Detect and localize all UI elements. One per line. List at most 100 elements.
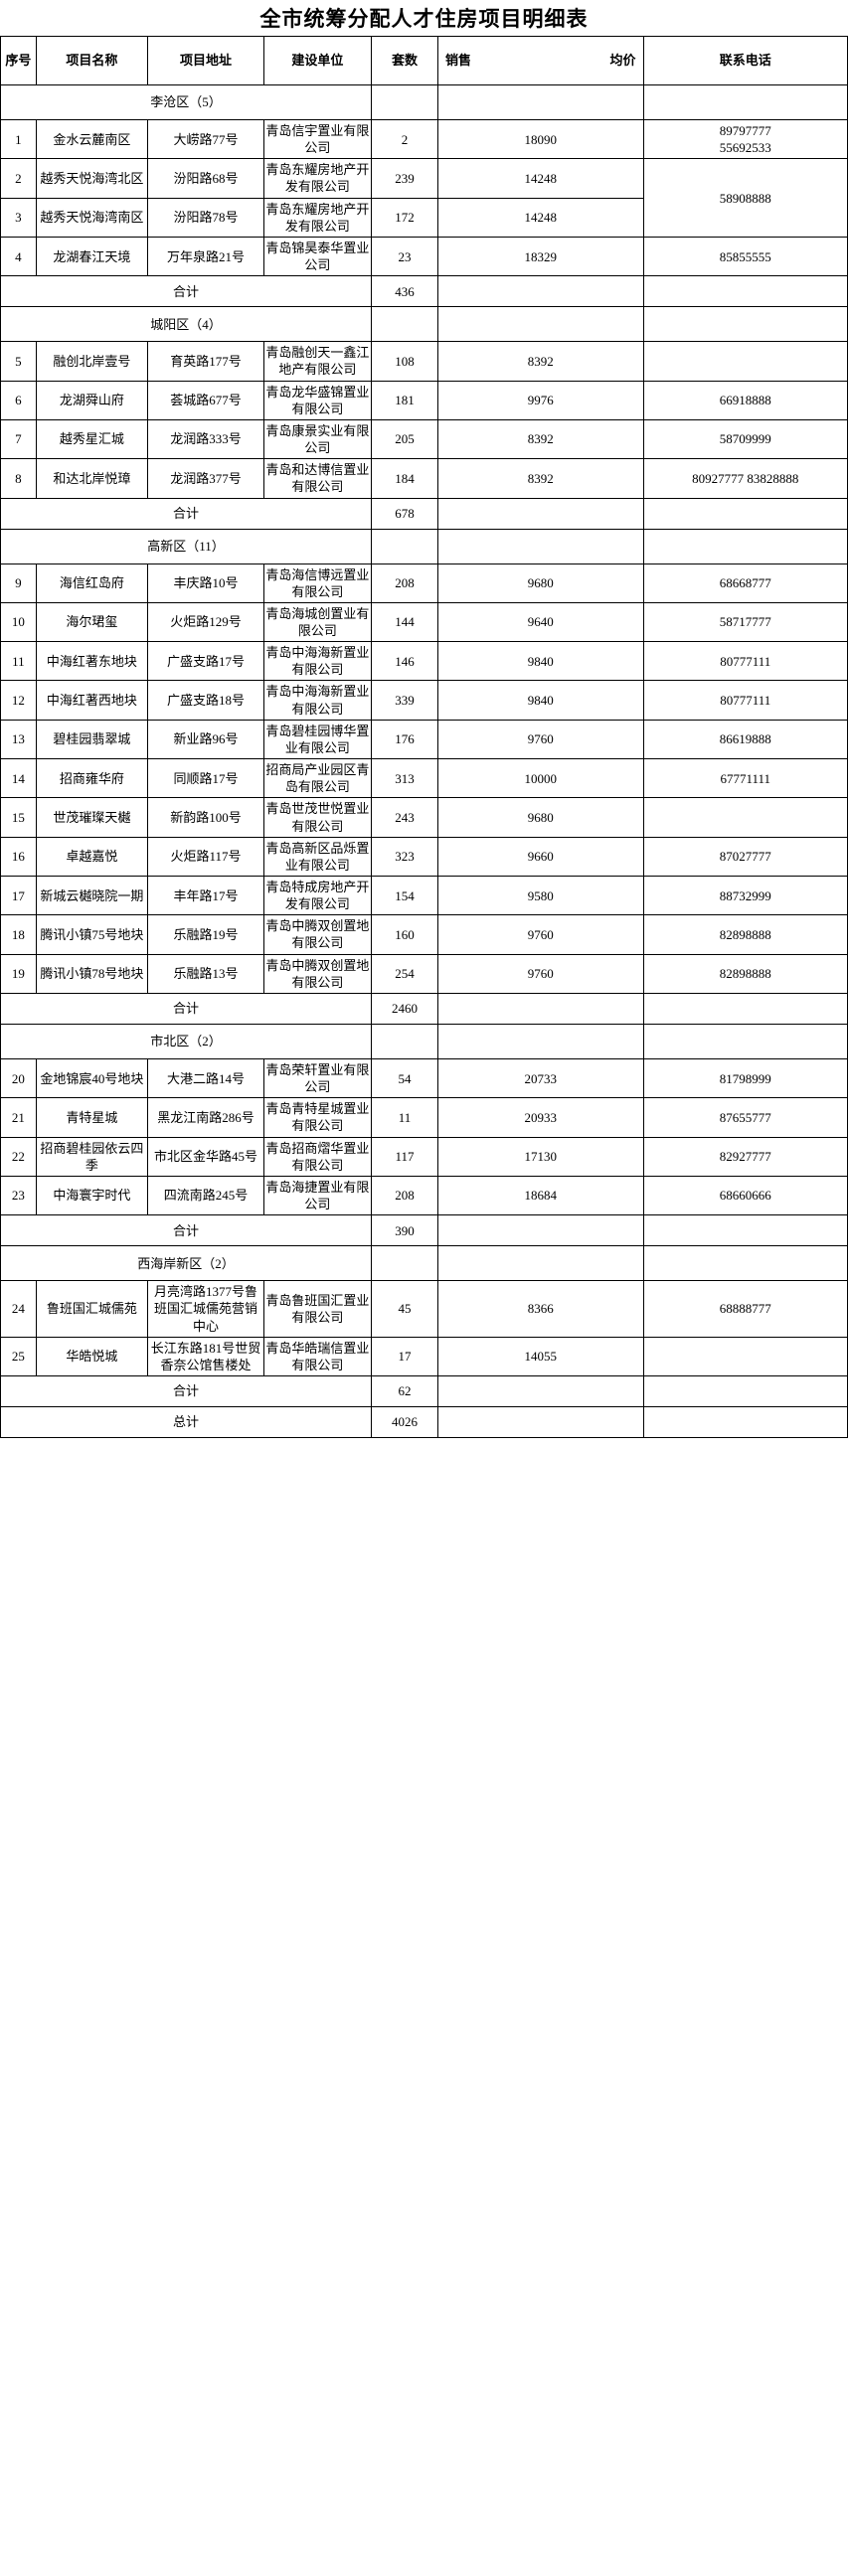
subtotal-row: 合计 436: [0, 275, 848, 308]
cell-units: 243: [370, 797, 439, 838]
cell-phone: 67771111: [642, 758, 848, 799]
table-row: 8 和达北岸悦璋 龙润路377号 青岛和达博信置业有限公司 184 8392 8092777…: [0, 458, 848, 499]
cell-project-address: 市北区金华路45号: [147, 1136, 264, 1177]
district-price-blank: [437, 1245, 644, 1282]
district-price-blank: [437, 1023, 644, 1059]
cell-project-address: 大崂路77号: [147, 118, 264, 160]
cell-index: 14: [0, 758, 37, 799]
cell-project-name: 招商雍华府: [35, 758, 149, 799]
cell-project-name: 青特星城: [35, 1097, 149, 1138]
cell-developer: 青岛融创天一鑫江地产有限公司: [262, 341, 372, 382]
cell-project-address: 乐融路13号: [147, 953, 264, 994]
cell-project-address: 万年泉路21号: [147, 236, 264, 277]
district-units-blank: [370, 1023, 439, 1059]
cell-project-name: 金地锦宸40号地块: [35, 1057, 149, 1099]
subtotal-units: 62: [370, 1374, 439, 1407]
cell-average-price: 9840: [437, 641, 644, 682]
cell-project-name: 卓越嘉悦: [35, 836, 149, 878]
cell-average-price: 14055: [437, 1336, 644, 1376]
cell-project-address: 汾阳路68号: [147, 158, 264, 199]
cell-developer: 招商局产业园区青岛有限公司: [262, 758, 372, 799]
cell-units: 45: [370, 1280, 439, 1338]
table-row: 10 海尔珺玺 火炬路129号 青岛海城创置业有限公司 144 9640 58717777: [0, 601, 848, 643]
subtotal-label: 合计: [0, 992, 372, 1025]
table-row: 25 华皓悦城 长江东路181号世贸香奈公馆售楼处 青岛华皓瑞信置业有限公司 17 140…: [0, 1336, 848, 1376]
cell-index: 4: [0, 236, 37, 277]
column-header-developer: 建设单位: [262, 36, 372, 85]
cell-average-price: 9840: [437, 680, 644, 721]
subtotal-label: 合计: [0, 1374, 372, 1407]
table-row: 17 新城云樾晓院一期 丰年路17号 青岛特成房地产开发有限公司 154 9580 8873…: [0, 875, 848, 916]
cell-index: 5: [0, 341, 37, 382]
subtotal-phone-blank: [642, 497, 848, 530]
cell-project-address: 育英路177号: [147, 341, 264, 382]
district-label: 高新区（11）: [0, 528, 372, 564]
cell-index: 2: [0, 158, 37, 199]
district-row: 城阳区（4）: [0, 306, 848, 343]
cell-index: 25: [0, 1336, 37, 1376]
cell-units: 176: [370, 719, 439, 760]
cell-average-price: 18684: [437, 1175, 644, 1216]
cell-index: 22: [0, 1136, 37, 1177]
cell-project-address: 月亮湾路1377号鲁班国汇城儒苑营销中心: [147, 1280, 264, 1338]
cell-project-name: 海尔珺玺: [35, 601, 149, 643]
cell-developer: 青岛碧桂园博华置业有限公司: [262, 719, 372, 760]
cell-units: 172: [370, 197, 439, 238]
column-header-price-right: 均价: [609, 53, 636, 69]
cell-project-name: 越秀天悦海湾南区: [35, 197, 149, 238]
cell-developer: 青岛招商熠华置业有限公司: [262, 1136, 372, 1177]
table-body: 李沧区（5） 1 金水云麓南区 大崂路77号 青岛信宇置业有限公司 2 18090 89797…: [0, 84, 848, 1438]
table-row: 16 卓越嘉悦 火炬路117号 青岛高新区品烁置业有限公司 323 9660 8702777…: [0, 836, 848, 878]
grand-total-price-blank: [437, 1405, 644, 1438]
cell-average-price: 18329: [437, 236, 644, 277]
cell-project-address: 大港二路14号: [147, 1057, 264, 1099]
district-label: 城阳区（4）: [0, 306, 372, 343]
subtotal-units: 390: [370, 1214, 439, 1247]
district-phone-blank: [642, 306, 848, 343]
cell-developer: 青岛东耀房地产开发有限公司: [262, 158, 372, 199]
cell-index: 9: [0, 563, 37, 603]
cell-average-price: 9680: [437, 797, 644, 838]
table-row: 19 腾讯小镇78号地块 乐融路13号 青岛中腾双创置地有限公司 254 9760 8289…: [0, 953, 848, 994]
cell-phone: 58709999: [642, 418, 848, 460]
cell-project-name: 中海红著东地块: [35, 641, 149, 682]
cell-project-name: 腾讯小镇75号地块: [35, 914, 149, 955]
cell-developer: 青岛锦昊泰华置业公司: [262, 236, 372, 277]
column-header-price-left: 销售: [445, 53, 472, 69]
column-header-phone: 联系电话: [642, 36, 848, 85]
cell-phone: [642, 797, 848, 838]
table-row: 1 金水云麓南区 大崂路77号 青岛信宇置业有限公司 2 18090 89797777 556…: [0, 118, 848, 160]
cell-phone: 80777111: [642, 680, 848, 721]
cell-index: 23: [0, 1175, 37, 1216]
cell-units: 154: [370, 875, 439, 916]
cell-units: 17: [370, 1336, 439, 1376]
cell-developer: 青岛信宇置业有限公司: [262, 118, 372, 160]
subtotal-phone-blank: [642, 1214, 848, 1247]
cell-average-price: 14248: [437, 158, 644, 199]
table-row: 5 融创北岸壹号 育英路177号 青岛融创天一鑫江地产有限公司 108 8392: [0, 341, 848, 382]
cell-average-price: 8366: [437, 1280, 644, 1338]
subtotal-label: 合计: [0, 1214, 372, 1247]
cell-average-price: 8392: [437, 341, 644, 382]
cell-phone: 68888777: [642, 1280, 848, 1338]
cell-index: 18: [0, 914, 37, 955]
cell-developer: 青岛中腾双创置地有限公司: [262, 914, 372, 955]
cell-project-name: 新城云樾晓院一期: [35, 875, 149, 916]
cell-phone: 86619888: [642, 719, 848, 760]
table-row: 21 青特星城 黑龙江南路286号 青岛青特星城置业有限公司 11 20933 876557…: [0, 1097, 848, 1138]
cell-developer: 青岛荣轩置业有限公司: [262, 1057, 372, 1099]
subtotal-units: 678: [370, 497, 439, 530]
cell-index: 17: [0, 875, 37, 916]
cell-phone: [642, 341, 848, 382]
cell-units: 11: [370, 1097, 439, 1138]
table-row: 11 中海红著东地块 广盛支路17号 青岛中海海新置业有限公司 146 9840 80777…: [0, 641, 848, 682]
cell-phone: 80927777 83828888: [642, 458, 848, 499]
cell-index: 16: [0, 836, 37, 878]
district-label: 市北区（2）: [0, 1023, 372, 1059]
table-row: 22 招商碧桂园依云四季 市北区金华路45号 青岛招商熠华置业有限公司 117 17130…: [0, 1136, 848, 1177]
cell-phone: [642, 1336, 848, 1376]
cell-developer: 青岛世茂世悦置业有限公司: [262, 797, 372, 838]
cell-index: 1: [0, 118, 37, 160]
district-row: 市北区（2）: [0, 1023, 848, 1059]
subtotal-phone-blank: [642, 275, 848, 308]
